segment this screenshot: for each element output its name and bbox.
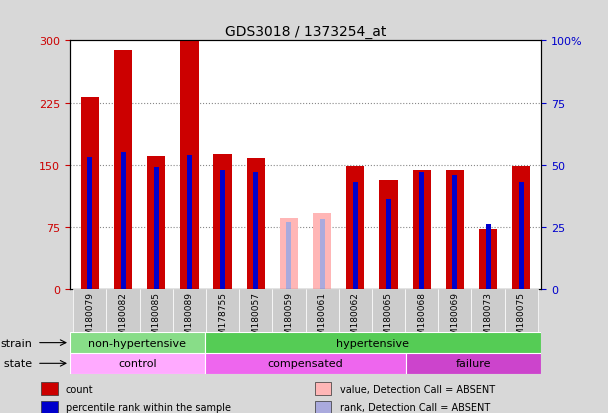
Bar [204, 332, 541, 353]
Bar [405, 289, 438, 332]
Text: control: control [118, 358, 156, 368]
Text: disease state: disease state [0, 358, 32, 368]
Bar [452, 175, 457, 289]
Text: percentile rank within the sample: percentile rank within the sample [66, 402, 231, 413]
Bar [73, 289, 106, 332]
Bar [286, 222, 291, 289]
Bar [204, 353, 407, 374]
Bar [114, 51, 132, 289]
Bar [346, 167, 364, 289]
Text: GSM180079: GSM180079 [85, 291, 94, 346]
Text: failure: failure [456, 358, 491, 368]
Text: non-hypertensive: non-hypertensive [88, 338, 186, 348]
Bar [70, 353, 204, 374]
Text: GSM180073: GSM180073 [483, 291, 492, 346]
Bar [254, 173, 258, 289]
Text: GSM180065: GSM180065 [384, 291, 393, 346]
Bar [88, 158, 92, 289]
Bar [479, 230, 497, 289]
Title: GDS3018 / 1373254_at: GDS3018 / 1373254_at [225, 25, 386, 39]
Text: GSM180068: GSM180068 [417, 291, 426, 346]
Bar [154, 168, 159, 289]
Text: value, Detection Call = ABSENT: value, Detection Call = ABSENT [339, 384, 495, 394]
Bar [247, 159, 265, 289]
Bar [140, 289, 173, 332]
Bar [106, 289, 140, 332]
Text: GSM180062: GSM180062 [351, 291, 360, 346]
Bar [305, 289, 339, 332]
Bar [81, 97, 99, 289]
Bar [519, 183, 523, 289]
Bar [120, 153, 125, 289]
Bar [407, 353, 541, 374]
Bar [70, 332, 204, 353]
Text: GSM180069: GSM180069 [451, 291, 459, 346]
Text: strain: strain [1, 338, 32, 348]
Bar [446, 171, 464, 289]
Text: GSM178755: GSM178755 [218, 291, 227, 346]
Text: compensated: compensated [268, 358, 344, 368]
Bar [313, 213, 331, 289]
Text: GSM180061: GSM180061 [317, 291, 326, 346]
Bar [315, 401, 331, 413]
Bar [239, 289, 272, 332]
Bar [147, 157, 165, 289]
Bar [486, 225, 491, 289]
Bar [206, 289, 239, 332]
Text: GSM180082: GSM180082 [119, 291, 128, 346]
Bar [353, 183, 358, 289]
Bar [438, 289, 471, 332]
Text: GSM180057: GSM180057 [251, 291, 260, 346]
Bar [280, 219, 298, 289]
Bar [413, 171, 431, 289]
Bar [220, 170, 225, 289]
Text: rank, Detection Call = ABSENT: rank, Detection Call = ABSENT [339, 402, 490, 413]
Bar [505, 289, 538, 332]
Bar [339, 289, 372, 332]
Bar [213, 154, 232, 289]
Text: count: count [66, 384, 94, 394]
Bar [187, 155, 192, 289]
Text: GSM180059: GSM180059 [285, 291, 294, 346]
Bar [320, 220, 325, 289]
Bar [379, 180, 398, 289]
Bar [173, 289, 206, 332]
Text: GSM180075: GSM180075 [517, 291, 526, 346]
Bar [41, 382, 58, 396]
Bar [315, 382, 331, 396]
Bar [372, 289, 405, 332]
Bar [272, 289, 305, 332]
Bar [386, 200, 391, 289]
Bar [419, 173, 424, 289]
Bar [41, 401, 58, 413]
Bar [512, 167, 530, 289]
Bar [471, 289, 505, 332]
Text: GSM180085: GSM180085 [152, 291, 161, 346]
Bar [180, 41, 198, 289]
Text: GSM180089: GSM180089 [185, 291, 194, 346]
Text: hypertensive: hypertensive [336, 338, 409, 348]
